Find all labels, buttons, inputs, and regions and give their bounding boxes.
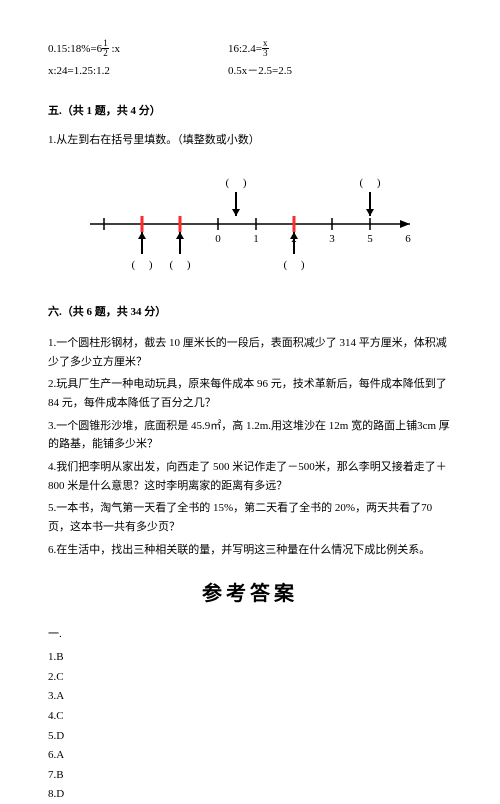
equation-row-2: x:24=1.25:1.2 0.5x－2.5=2.5 xyxy=(48,63,452,81)
equations-block: 0.15:18%=612 :x 16:2.4=x3 x:24=1.25:1.2 … xyxy=(48,40,452,81)
answer-item: 3.A xyxy=(48,688,452,706)
equation-2-1: x:24=1.25:1.2 xyxy=(48,63,228,81)
answer-item: 6.A xyxy=(48,747,452,765)
svg-text:( ): ( ) xyxy=(131,259,152,271)
section-6-item: 5.一本书，淘气第一天看了全书的 15%，第二天看了全书的 20%，两天共看了7… xyxy=(48,499,452,536)
section-6-heading: 六.（共 6 题，共 34 分） xyxy=(48,304,452,322)
svg-text:( ): ( ) xyxy=(359,177,380,189)
svg-text:5: 5 xyxy=(367,233,373,245)
fraction: x3 xyxy=(262,39,269,58)
answer-item: 2.C xyxy=(48,669,452,687)
answer-item: 1.B xyxy=(48,649,452,667)
answers-title: 参考答案 xyxy=(48,578,452,610)
number-line-svg: 012356( )( )( )( )( ) xyxy=(80,166,420,276)
section-6-item: 6.在生活中，找出三种相关联的量，并写明这三种量在什么情况下成比例关系。 xyxy=(48,541,452,560)
section-6-item: 2.玩具厂生产一种电动玩具，原来每件成本 96 元，技术革新后，每件成本降低到了… xyxy=(48,375,452,412)
equation-row-1: 0.15:18%=612 :x 16:2.4=x3 xyxy=(48,40,452,59)
section-5-q1: 1.从左到右在括号里填数。（填整数或小数） xyxy=(48,132,452,150)
answer-item: 7.B xyxy=(48,767,452,785)
svg-text:( ): ( ) xyxy=(225,177,246,189)
answers-group-label: 一. xyxy=(48,626,452,644)
svg-text:1: 1 xyxy=(253,233,259,245)
section-6-item: 1.一个圆柱形钢材，截去 10 厘米长的一段后，表面积减少了 314 平方厘米，… xyxy=(48,334,452,371)
answer-item: 4.C xyxy=(48,708,452,726)
svg-text:( ): ( ) xyxy=(169,259,190,271)
svg-text:( ): ( ) xyxy=(283,259,304,271)
section-5-heading: 五.（共 1 题，共 4 分） xyxy=(48,103,452,121)
answer-item: 8.D xyxy=(48,786,452,804)
fraction: 12 xyxy=(102,39,109,58)
section-6-item: 4.我们把李明从家出发，向西走了 500 米记作走了－500米，那么李明又接着走… xyxy=(48,458,452,495)
equation-1-1: 0.15:18%=612 :x xyxy=(48,40,228,59)
equation-1-2: 16:2.4=x3 xyxy=(228,40,452,59)
number-line-figure: 012356( )( )( )( )( ) xyxy=(80,166,420,283)
eq-text: 0.15:18%=6 xyxy=(48,43,102,55)
eq-text: 16:2.4= xyxy=(228,43,262,55)
answers-items: 1.B 2.C3.A 4.C 5.D6.A 7.B8.D xyxy=(48,649,452,804)
section-6-items: 1.一个圆柱形钢材，截去 10 厘米长的一段后，表面积减少了 314 平方厘米，… xyxy=(48,334,452,560)
answer-item: 5.D xyxy=(48,728,452,746)
svg-text:3: 3 xyxy=(329,233,335,245)
section-6-item: 3.一个圆锥形沙堆，底面积是 45.9㎡，高 1.2m.用这堆沙在 12m 宽的… xyxy=(48,417,452,454)
svg-text:6: 6 xyxy=(405,233,411,245)
equation-2-2: 0.5x－2.5=2.5 xyxy=(228,63,452,81)
svg-text:0: 0 xyxy=(215,233,221,245)
eq-text: :x xyxy=(109,43,120,55)
